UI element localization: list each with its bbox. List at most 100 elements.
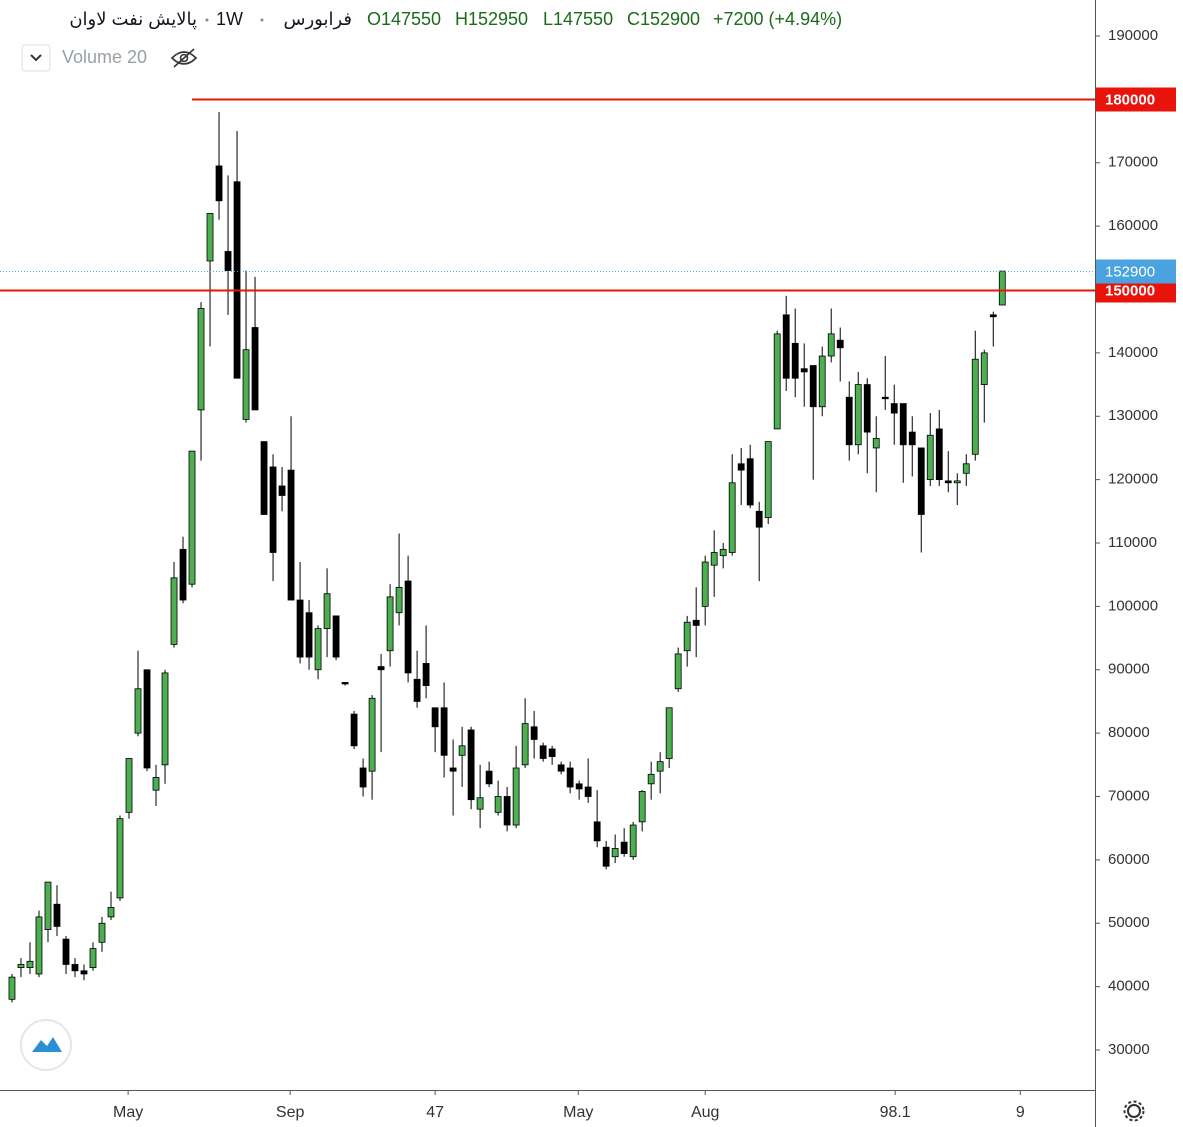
candle-body <box>764 441 772 519</box>
candle-body <box>458 745 466 756</box>
candle-body <box>710 552 718 566</box>
candle-body <box>35 916 43 975</box>
candle-body <box>989 314 997 318</box>
candle-body <box>845 396 853 446</box>
candle-body <box>674 653 682 690</box>
candle-body <box>629 824 637 858</box>
candle-body <box>539 745 547 759</box>
candle-body <box>575 783 583 790</box>
candle-body <box>314 628 322 671</box>
candle-body <box>215 165 223 202</box>
x-tick-label: 47 <box>426 1104 444 1121</box>
candle-body <box>206 213 214 262</box>
settings-icon[interactable] <box>1123 1100 1145 1122</box>
candle-body <box>44 881 52 930</box>
price-label: 150000 <box>1105 282 1155 299</box>
candle-body <box>746 458 754 506</box>
y-tick-label: 50000 <box>1108 914 1150 931</box>
logo[interactable] <box>20 1019 72 1071</box>
y-tick-label: 160000 <box>1108 217 1158 234</box>
candle-body <box>773 333 781 430</box>
candle-body <box>431 707 439 728</box>
candle-body <box>548 748 556 757</box>
candle-body <box>791 342 799 379</box>
candle-body <box>224 251 232 271</box>
candle-body <box>863 384 871 433</box>
x-tick-label: 98.1 <box>880 1104 911 1121</box>
candle-body <box>692 619 700 626</box>
candle-body <box>161 672 169 766</box>
price-label: 180000 <box>1105 91 1155 108</box>
candle-body <box>980 352 988 385</box>
candle-body <box>935 428 943 481</box>
y-tick-label: 80000 <box>1108 724 1150 741</box>
candle-body <box>395 586 403 614</box>
y-tick-label: 90000 <box>1108 661 1150 678</box>
hide-icon[interactable] <box>170 48 198 68</box>
candle-body <box>287 469 295 601</box>
last-price-box <box>1096 259 1176 284</box>
low: L147550 <box>543 9 613 29</box>
candle-body <box>800 368 808 373</box>
candle-body <box>251 327 259 411</box>
last-price-label: 152900 <box>1105 263 1155 280</box>
candle-body <box>350 713 358 747</box>
change: +7200 (+4.94%) <box>713 9 842 29</box>
indicator: Volume 20 <box>62 47 147 67</box>
candle-body <box>296 599 304 658</box>
close: C152900 <box>627 9 700 29</box>
candle-body <box>593 821 601 842</box>
chevron <box>30 54 42 62</box>
candle-body <box>359 767 367 788</box>
candle-body <box>854 384 862 446</box>
collapse-button[interactable] <box>21 44 51 72</box>
x-tick-label: Sep <box>276 1104 305 1121</box>
y-tick-label: 190000 <box>1108 27 1158 44</box>
candle-body <box>584 786 592 797</box>
candle-body <box>26 960 34 969</box>
candle-body <box>107 907 115 918</box>
candle-body <box>8 976 16 1000</box>
candle-body <box>656 761 664 772</box>
candle-body <box>638 791 646 823</box>
candle-body <box>188 450 196 585</box>
candle-body <box>260 441 268 515</box>
price-label-box <box>1096 87 1176 112</box>
candle-body <box>134 688 142 734</box>
candle-body <box>953 480 961 484</box>
candle-body <box>728 482 736 553</box>
candle-body <box>413 678 421 702</box>
candle-body <box>377 666 385 671</box>
candle-body <box>80 970 88 975</box>
candle-body <box>125 758 133 813</box>
candle-body <box>71 964 79 972</box>
candle-body <box>836 339 844 349</box>
symbol: پالایش نفت لاوان <box>69 9 197 30</box>
candle-body <box>440 707 448 756</box>
candle-body <box>116 818 124 899</box>
y-tick-label: 60000 <box>1108 851 1150 868</box>
candle-body <box>755 510 763 528</box>
candle-body <box>341 682 349 685</box>
candle-body <box>17 964 25 969</box>
candle-body <box>449 767 457 772</box>
high: H152950 <box>455 9 528 29</box>
x-tick-label: 9 <box>1016 1104 1025 1121</box>
y-tick-label: 170000 <box>1108 154 1158 171</box>
candle-body <box>269 466 277 553</box>
candle-body <box>368 697 376 772</box>
candle-body <box>683 621 691 652</box>
candle-body <box>827 333 835 357</box>
candle-body <box>926 434 934 481</box>
candle-body <box>719 548 727 557</box>
candle-body <box>566 767 574 788</box>
candle-body <box>917 447 925 515</box>
candle-body <box>485 770 493 785</box>
candle-body <box>98 922 106 943</box>
candle-body <box>881 396 889 400</box>
candle-body <box>242 349 250 420</box>
candle-body <box>503 796 511 826</box>
candle-body <box>782 314 790 379</box>
candle-body <box>620 841 628 854</box>
candle-body <box>971 358 979 455</box>
